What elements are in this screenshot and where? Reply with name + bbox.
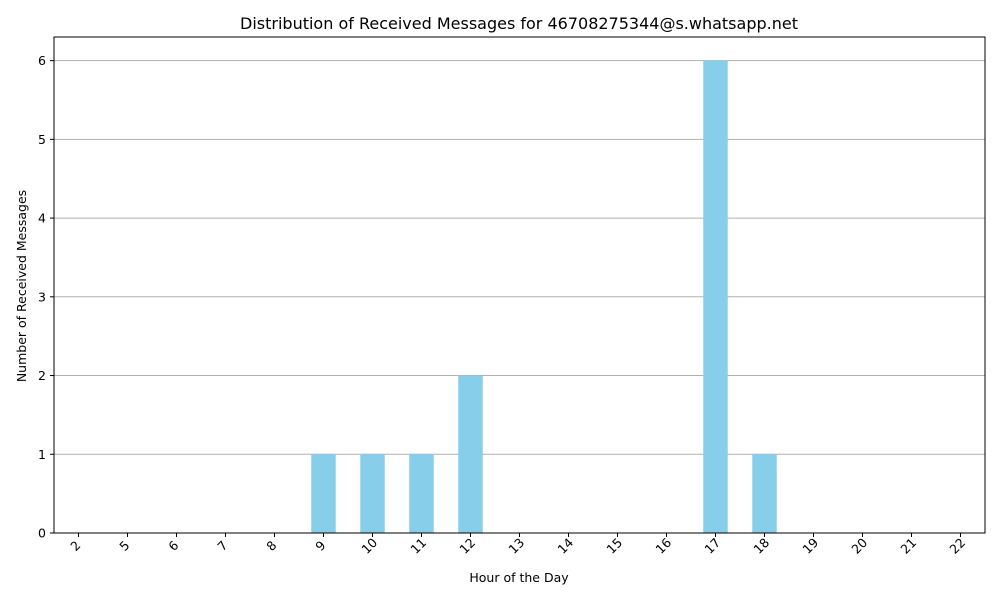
x-tick-label: 16 [652, 535, 674, 557]
x-tick-label: 8 [263, 538, 279, 554]
x-tick-label: 17 [701, 535, 723, 557]
x-tick-label: 10 [358, 535, 380, 557]
bar-hour-18 [752, 454, 777, 533]
y-tick-label: 5 [38, 132, 46, 147]
x-tick-label: 9 [312, 538, 328, 554]
x-tick-label: 21 [897, 535, 919, 557]
bar-hour-12 [458, 375, 483, 533]
y-tick-label: 3 [38, 289, 46, 304]
x-tick-label: 11 [407, 535, 429, 557]
x-tick-label: 7 [214, 538, 230, 554]
chart-title: Distribution of Received Messages for 46… [240, 14, 798, 33]
y-tick-label: 6 [38, 53, 46, 68]
x-axis-label: Hour of the Day [469, 570, 569, 585]
y-axis-ticks: 0 1 2 3 4 5 6 [38, 53, 54, 541]
x-tick-label: 14 [554, 535, 576, 557]
x-tick-label: 15 [603, 535, 625, 557]
x-tick-label: 19 [799, 535, 821, 557]
x-tick-label: 12 [456, 535, 478, 557]
y-axis-label: Number of Received Messages [14, 190, 29, 382]
y-tick-label: 0 [38, 526, 46, 541]
plot-area-frame [53, 36, 986, 534]
y-tick-label: 4 [38, 211, 46, 226]
x-tick-label: 2 [67, 538, 83, 554]
bar-hour-10 [360, 454, 385, 533]
x-axis-ticks: 2 5 6 7 8 9 10 11 12 13 14 15 16 17 18 19 20 21 22 [67, 533, 968, 557]
x-tick-label: 13 [505, 535, 527, 557]
gridlines [54, 60, 985, 534]
x-tick-label: 6 [165, 538, 181, 554]
x-tick-label: 18 [750, 535, 772, 557]
bar-hour-17 [703, 60, 728, 533]
bars [311, 60, 777, 533]
bar-hour-9 [311, 454, 336, 533]
bar-hour-11 [409, 454, 434, 533]
x-tick-label: 5 [116, 538, 132, 554]
y-tick-label: 1 [38, 447, 46, 462]
x-tick-label: 22 [946, 535, 968, 557]
y-tick-label: 2 [38, 368, 46, 383]
x-tick-label: 20 [848, 535, 870, 557]
